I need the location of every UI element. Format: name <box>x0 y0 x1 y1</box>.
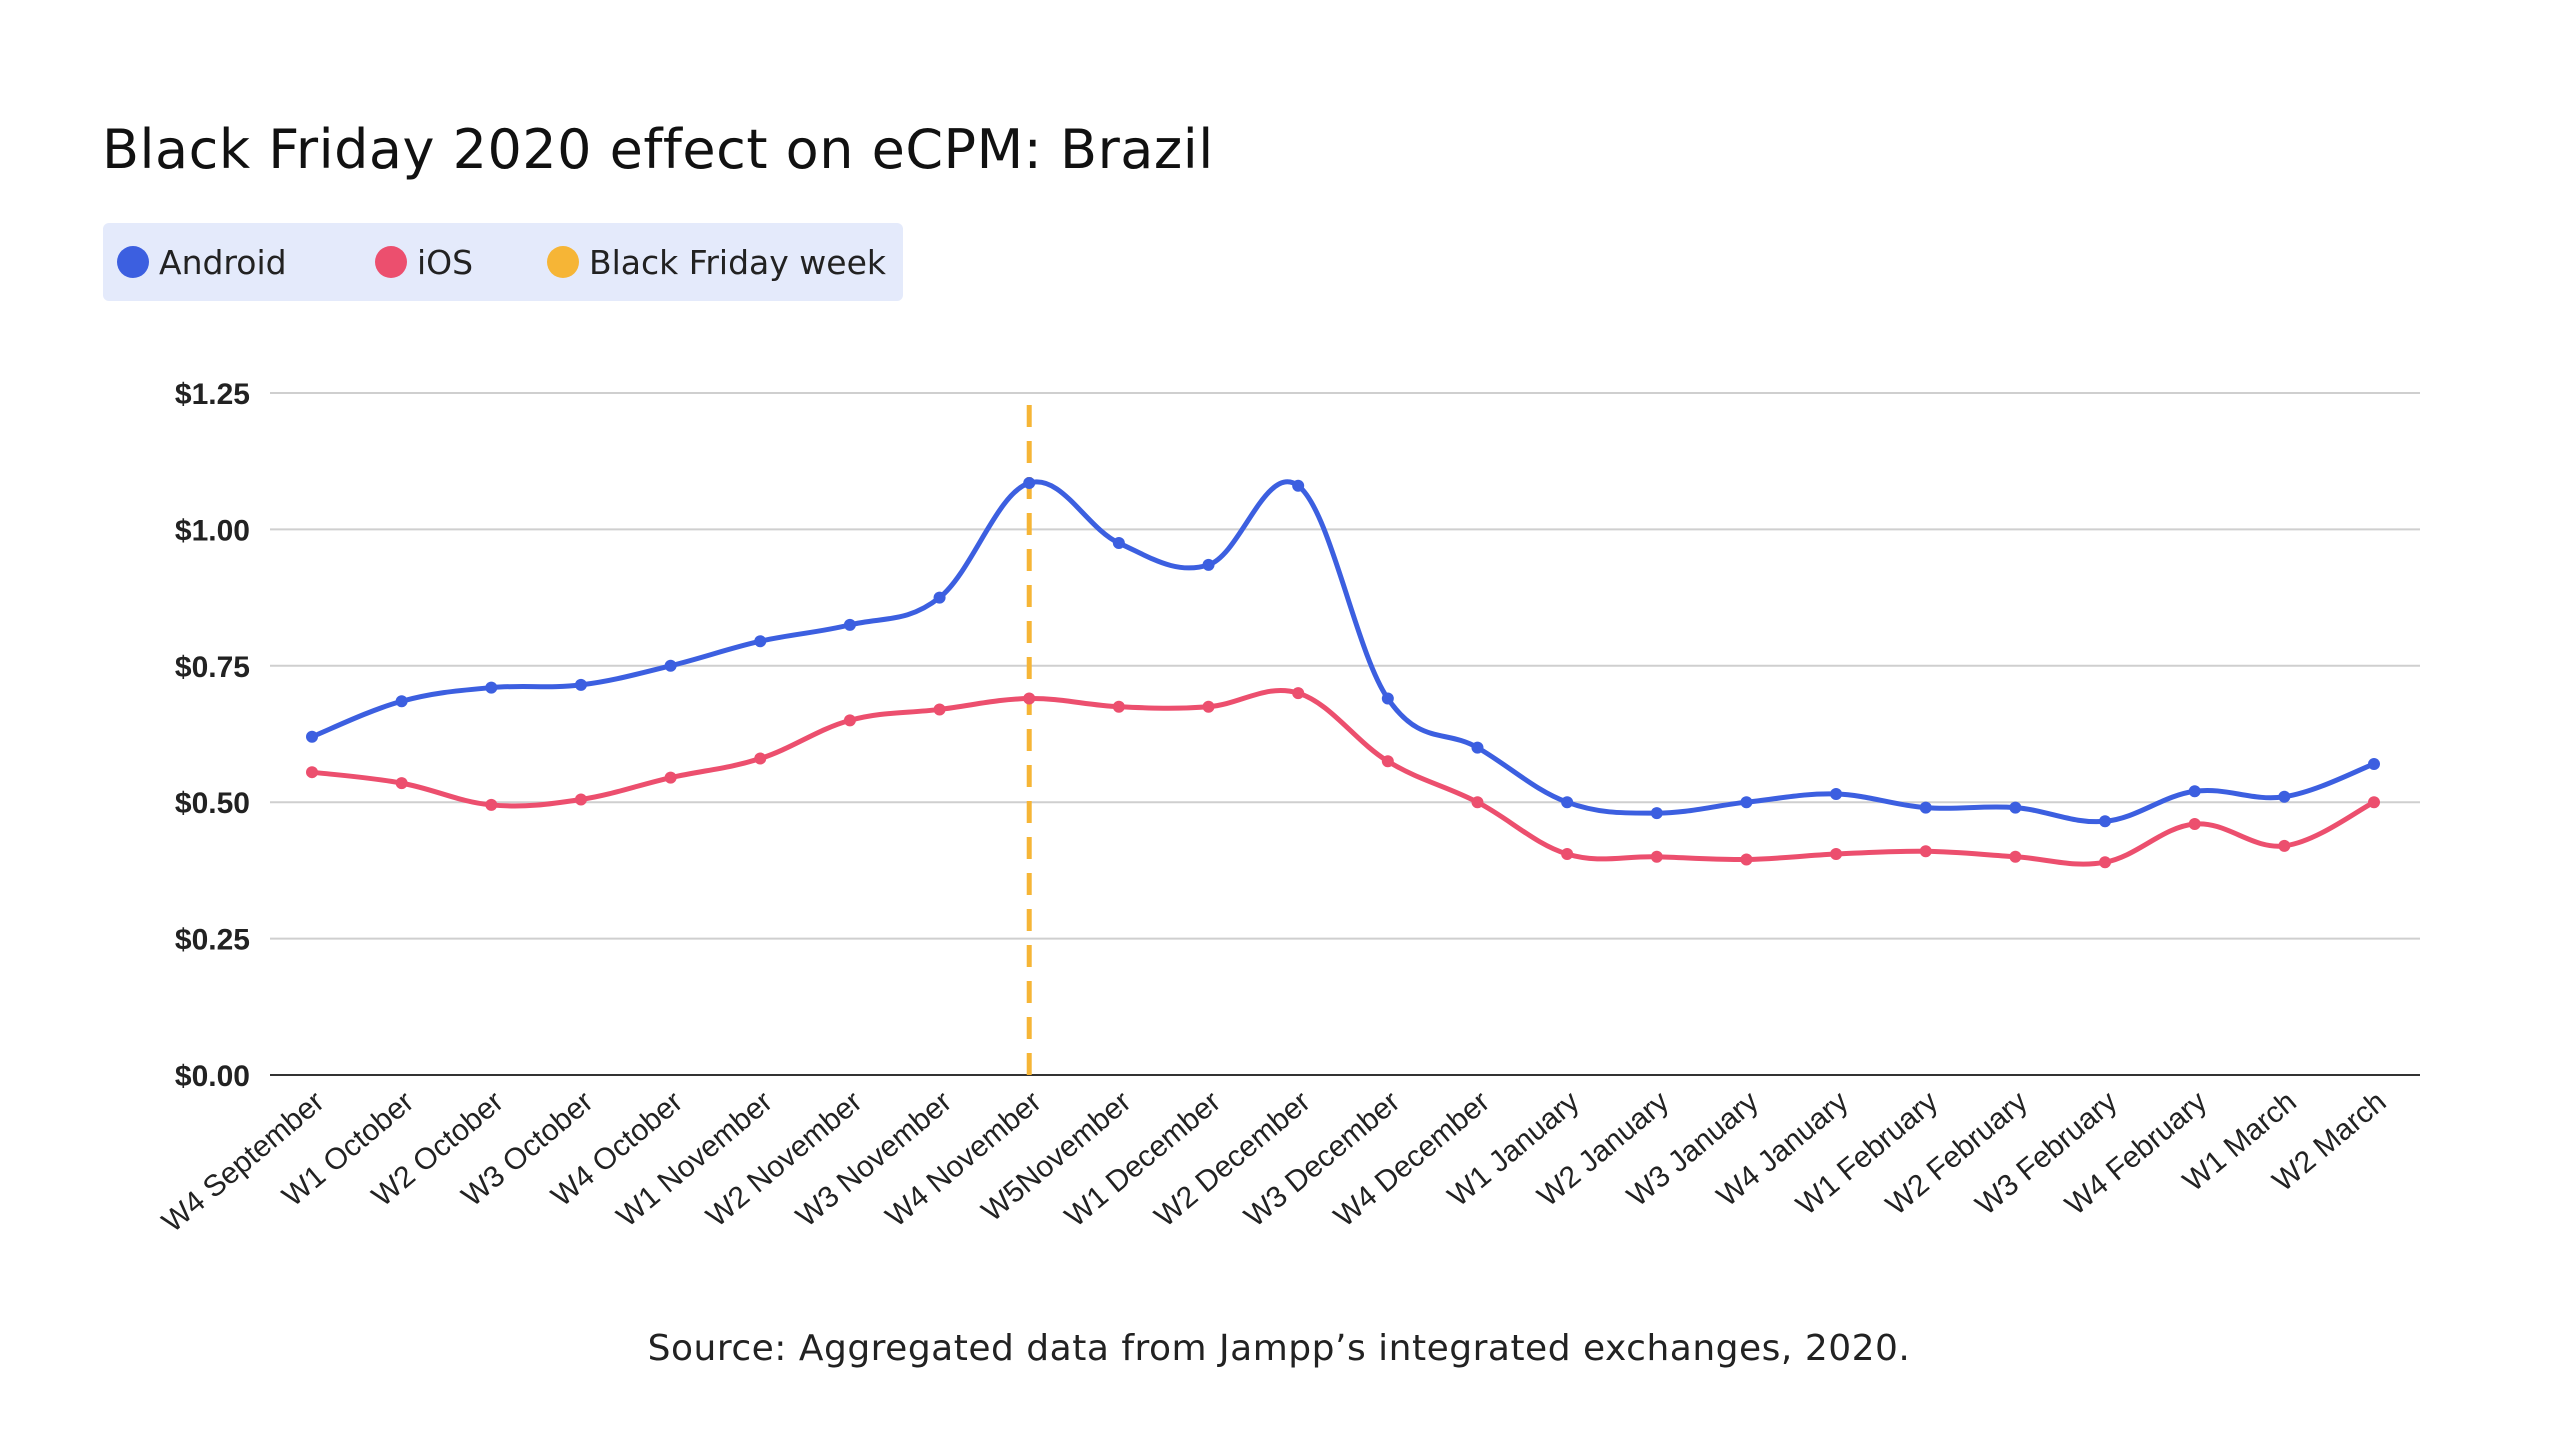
ios-data-point <box>754 752 767 765</box>
ios-series-line <box>309 687 2377 867</box>
legend-android-swatch <box>117 246 149 278</box>
ios-data-point <box>574 793 587 806</box>
legend-item-ios[interactable]: iOS <box>375 223 473 301</box>
x-tick-label: W3 December <box>1238 1085 1406 1234</box>
x-tick-label: W2 November <box>700 1085 868 1234</box>
legend-item-black-friday-week[interactable]: Black Friday week <box>547 223 886 301</box>
android-data-point <box>485 681 498 694</box>
chart-legend: Android iOS Black Friday week <box>103 223 903 301</box>
source-note: Source: Aggregated data from Jampp’s int… <box>647 1328 1911 1369</box>
y-tick-label: $0.75 <box>175 651 250 684</box>
chart-title: Black Friday 2020 effect on eCPM: Brazil <box>102 118 1214 181</box>
ios-data-point <box>1112 700 1125 713</box>
android-data-point <box>2009 801 2022 814</box>
android-data-point <box>1740 796 1753 809</box>
android-data-point <box>1650 807 1663 820</box>
android-data-point <box>1561 796 1574 809</box>
android-data-point <box>1381 692 1394 705</box>
ios-data-point <box>1830 848 1843 861</box>
android-data-point <box>395 695 408 708</box>
y-tick-label: $1.00 <box>175 514 250 547</box>
ios-data-point <box>2099 856 2112 869</box>
legend-ios-swatch <box>375 246 407 278</box>
android-data-point <box>306 730 318 743</box>
android-data-point <box>933 591 946 604</box>
android-data-point <box>664 659 677 672</box>
android-data-point <box>754 635 767 648</box>
y-tick-label: $1.25 <box>175 378 250 411</box>
android-data-point <box>1830 788 1843 801</box>
android-data-point <box>1112 537 1125 550</box>
ios-data-point <box>395 777 408 790</box>
ios-data-point <box>1561 848 1574 861</box>
ios-data-point <box>1023 692 1036 705</box>
ios-data-point <box>1919 845 1932 858</box>
ios-data-point <box>1202 700 1215 713</box>
ios-data-point <box>1650 850 1663 863</box>
x-tick-label: W2 December <box>1149 1085 1317 1234</box>
android-data-point <box>2099 815 2112 828</box>
ios-data-point <box>843 714 856 727</box>
ios-data-point <box>2188 818 2201 831</box>
x-tick-label: W1 December <box>1059 1085 1227 1234</box>
ios-data-point <box>485 798 498 811</box>
ios-data-point <box>1740 853 1753 866</box>
android-data-point <box>2188 785 2201 798</box>
android-data-point <box>1202 558 1215 571</box>
ios-data-point <box>664 771 677 784</box>
x-tick-label: W4 December <box>1328 1085 1496 1234</box>
legend-black-friday-swatch <box>547 246 579 278</box>
ios-data-point <box>2368 796 2380 809</box>
x-tick-label: W3 November <box>790 1085 958 1234</box>
android-data-point <box>574 678 587 691</box>
y-tick-label: $0.00 <box>175 1060 250 1093</box>
x-tick-label: W4 November <box>880 1085 1048 1234</box>
x-tick-label: W1 November <box>611 1085 779 1234</box>
ios-data-point <box>2278 839 2291 852</box>
x-tick-label: W4 September <box>156 1085 330 1239</box>
ecpm-line-chart: $0.00 $0.25 $0.50 $0.75 $1.00 $1.25 W4 Septemb… <box>156 378 2420 1239</box>
ios-data-point <box>1381 755 1394 768</box>
android-data-point <box>1023 477 1036 490</box>
android-data-point <box>2368 758 2380 771</box>
android-data-point <box>1471 741 1484 754</box>
legend-item-android[interactable]: Android <box>117 223 287 301</box>
legend-ios-label: iOS <box>417 242 474 282</box>
android-data-point <box>2278 790 2291 803</box>
android-series-line <box>309 479 2377 825</box>
y-tick-label: $0.50 <box>175 787 250 820</box>
android-data-point <box>843 618 856 631</box>
ios-data-point <box>1292 687 1305 700</box>
ios-data-point <box>933 703 946 716</box>
legend-black-friday-label: Black Friday week <box>589 242 886 282</box>
y-tick-label: $0.25 <box>175 924 250 957</box>
ios-data-point <box>1471 796 1484 809</box>
ios-data-point <box>2009 850 2022 863</box>
legend-android-label: Android <box>159 242 287 282</box>
android-data-point <box>1919 801 1932 814</box>
android-data-point <box>1292 479 1305 492</box>
ios-data-point <box>306 766 318 779</box>
